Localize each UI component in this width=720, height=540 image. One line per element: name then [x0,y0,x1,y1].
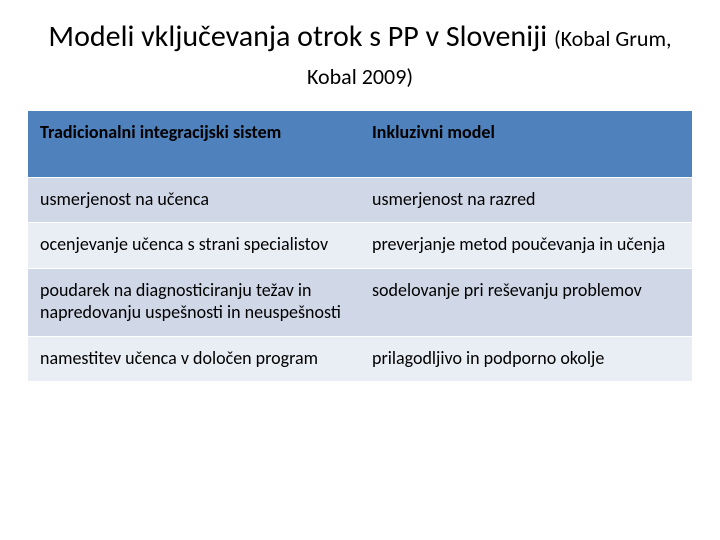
table-cell: namestitev učenca v določen program [28,336,360,382]
table-cell: ocenjevanje učenca s strani specialistov [28,223,360,269]
slide-title: Modeli vključevanja otrok s PP v Sloveni… [28,18,692,93]
column-header-left: Tradicionalni integracijski sistem [28,111,360,177]
table-header-row: Tradicionalni integracijski sistem Inklu… [28,111,692,177]
table-row: namestitev učenca v določen program pril… [28,336,692,382]
slide: Modeli vključevanja otrok s PP v Sloveni… [0,0,720,540]
table-row: usmerjenost na učenca usmerjenost na raz… [28,177,692,223]
column-header-right: Inkluzivni model [360,111,692,177]
table-cell: usmerjenost na razred [360,177,692,223]
table-row: ocenjevanje učenca s strani specialistov… [28,223,692,269]
title-main: Modeli vključevanja otrok s PP v Sloveni… [48,18,547,55]
table-cell: prilagodljivo in podporno okolje [360,336,692,382]
table-cell: sodelovanje pri reševanju problemov [360,268,692,336]
table-cell: usmerjenost na učenca [28,177,360,223]
table-row: poudarek na diagnosticiranju težav in na… [28,268,692,336]
table-body: usmerjenost na učenca usmerjenost na raz… [28,177,692,382]
comparison-table: Tradicionalni integracijski sistem Inklu… [28,111,692,382]
table-cell: preverjanje metod poučevanja in učenja [360,223,692,269]
table-cell: poudarek na diagnosticiranju težav in na… [28,268,360,336]
